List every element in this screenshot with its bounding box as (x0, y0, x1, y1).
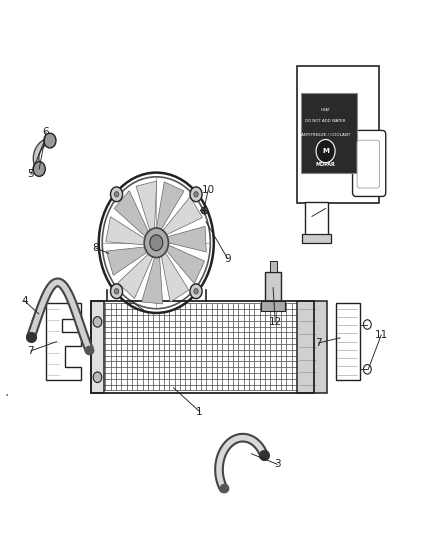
Bar (297, 66, 379, 203)
Circle shape (114, 192, 119, 197)
Circle shape (194, 192, 198, 197)
Text: 13: 13 (305, 212, 318, 221)
Bar (92, 301, 314, 393)
Bar (261, 301, 285, 311)
Polygon shape (46, 303, 81, 380)
Polygon shape (106, 217, 145, 245)
Circle shape (114, 288, 119, 294)
Circle shape (190, 284, 202, 298)
Bar (270, 261, 276, 272)
Text: 3: 3 (274, 459, 281, 469)
Text: ·: · (5, 389, 9, 403)
FancyBboxPatch shape (357, 140, 379, 188)
Polygon shape (336, 303, 360, 380)
Circle shape (110, 284, 123, 298)
Text: 7: 7 (28, 346, 34, 356)
Polygon shape (156, 182, 184, 229)
Circle shape (44, 133, 56, 148)
Polygon shape (118, 254, 153, 298)
Circle shape (364, 320, 371, 329)
Polygon shape (166, 245, 205, 284)
Polygon shape (106, 247, 147, 275)
Text: 1: 1 (196, 407, 203, 417)
Circle shape (190, 187, 202, 201)
Polygon shape (114, 191, 148, 237)
Circle shape (99, 173, 214, 313)
Text: DO NOT ADD WATER: DO NOT ADD WATER (305, 119, 346, 123)
Text: 2: 2 (127, 296, 134, 306)
Text: 10: 10 (201, 185, 215, 195)
Text: 6: 6 (43, 127, 49, 137)
Text: M: M (322, 148, 329, 154)
Bar (301, 93, 357, 173)
Polygon shape (136, 181, 157, 230)
Bar (302, 235, 332, 243)
Circle shape (316, 140, 335, 163)
Circle shape (93, 317, 102, 327)
Bar (297, 301, 327, 393)
Text: 12: 12 (268, 317, 282, 327)
Polygon shape (161, 253, 189, 302)
Circle shape (150, 235, 163, 251)
Polygon shape (141, 257, 162, 304)
Circle shape (102, 177, 210, 309)
Circle shape (110, 187, 123, 201)
Circle shape (364, 365, 371, 374)
Text: 9: 9 (224, 254, 231, 264)
Text: 7: 7 (315, 338, 322, 348)
Polygon shape (163, 197, 202, 235)
Text: 4: 4 (21, 296, 28, 306)
Text: 8: 8 (92, 243, 99, 253)
Text: MOPAR: MOPAR (316, 163, 336, 167)
Circle shape (33, 161, 45, 176)
Circle shape (144, 228, 168, 257)
Bar (305, 201, 328, 238)
FancyBboxPatch shape (353, 131, 386, 197)
Polygon shape (167, 227, 206, 252)
Circle shape (93, 372, 102, 383)
Text: 11: 11 (374, 330, 388, 340)
Text: HOAT: HOAT (321, 108, 330, 112)
Bar (92, 301, 103, 393)
Text: 5: 5 (28, 169, 34, 179)
Text: ANTIFREEZE / COOLANT: ANTIFREEZE / COOLANT (301, 133, 350, 136)
Circle shape (194, 288, 198, 294)
Bar (265, 272, 281, 303)
